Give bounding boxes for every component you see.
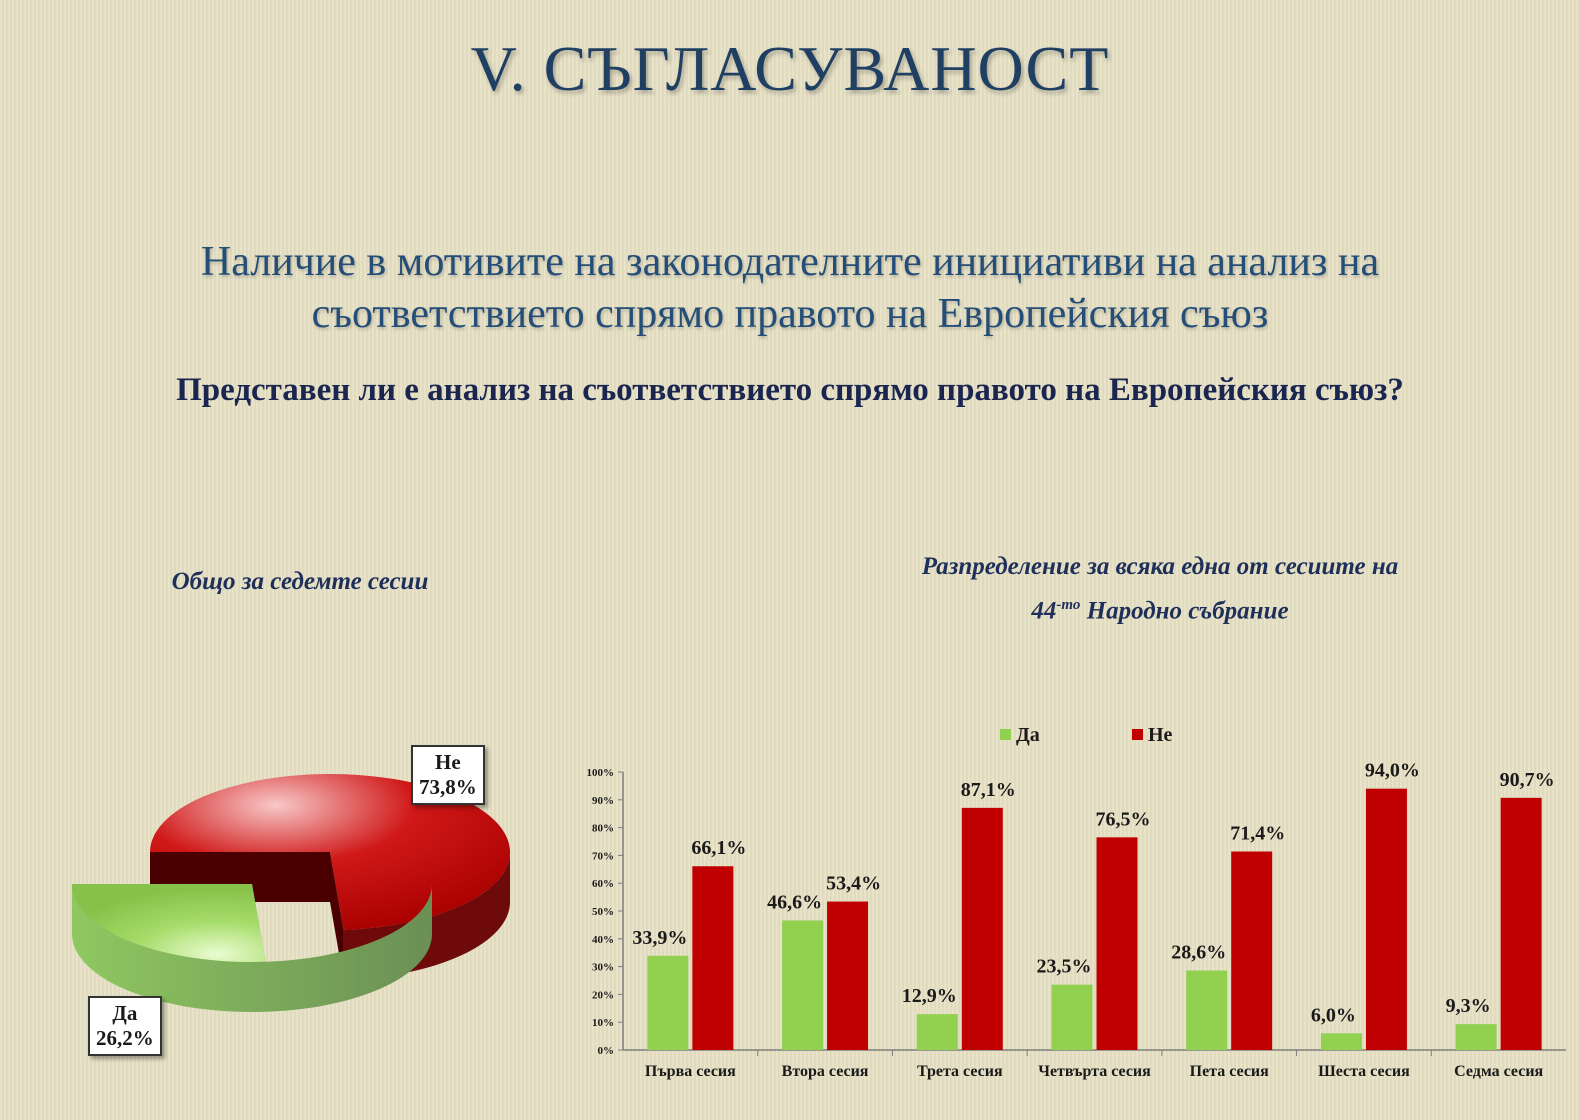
bar-no: [1096, 837, 1138, 1050]
y-tick-label: 90%: [592, 795, 614, 807]
y-tick-label: 40%: [592, 934, 614, 946]
bar-no: [692, 866, 734, 1050]
data-label-yes: 46,6%: [767, 891, 822, 913]
legend-label-no: Не: [1148, 724, 1173, 746]
data-label-yes: 12,9%: [902, 985, 957, 1007]
data-label-yes: 9,3%: [1446, 995, 1491, 1017]
bar-chart-title-line-1: Разпределение за всяка една от сесиите н…: [921, 553, 1399, 580]
assembly-number: 44: [1031, 597, 1057, 625]
data-label-no: 94,0%: [1365, 760, 1420, 782]
pie-slice-top: [72, 884, 266, 962]
y-tick-label: 60%: [592, 878, 614, 890]
x-tick-label: Втора сесия: [782, 1063, 869, 1080]
bar-yes: [1051, 984, 1093, 1050]
bar-yes: [1455, 1024, 1497, 1050]
bar-yes: [782, 920, 824, 1050]
y-tick-label: 80%: [592, 823, 614, 835]
data-label-no: 87,1%: [961, 779, 1016, 801]
subtitle-line-1: Наличие в мотивите на законодателните ин…: [200, 239, 1380, 285]
data-label-no: 71,4%: [1230, 823, 1285, 845]
x-tick-label: Шеста сесия: [1318, 1063, 1410, 1080]
pie-label-no-name: Не: [435, 750, 461, 774]
pie-chart-title: Общо за седемте сесии: [171, 568, 429, 595]
pie-slice-yes: [72, 884, 432, 1012]
bar-no: [1500, 797, 1542, 1050]
y-tick-label: 20%: [592, 989, 614, 1001]
data-label-yes: 23,5%: [1037, 956, 1092, 978]
bar-yes: [647, 955, 689, 1050]
legend-swatch-no: [1132, 729, 1143, 740]
x-tick-label: Трета сесия: [917, 1063, 1003, 1080]
data-label-no: 53,4%: [826, 873, 881, 895]
pie-label-yes: Да 26,2%: [88, 996, 162, 1056]
legend-swatch-yes: [1000, 729, 1011, 740]
pie-slice-wall: [330, 852, 344, 980]
y-tick-label: 30%: [592, 962, 614, 974]
y-tick-label: 70%: [592, 850, 614, 862]
pie-label-yes-value: 26,2%: [96, 1026, 154, 1050]
pie-label-no-value: 73,8%: [419, 775, 477, 799]
bar-yes: [1186, 970, 1228, 1050]
x-tick-label: Четвърта сесия: [1038, 1063, 1151, 1080]
bar-chart-title-rest: Народно събрание: [1080, 597, 1289, 625]
bar-no: [1365, 788, 1407, 1050]
x-tick-label: Първа сесия: [645, 1063, 736, 1080]
bar-yes: [1320, 1033, 1362, 1050]
bar-yes: [916, 1014, 958, 1050]
data-label-no: 90,7%: [1500, 769, 1555, 791]
slide-subtitle: Наличие в мотивите на законодателните ин…: [70, 236, 1510, 340]
bar-no: [961, 807, 1003, 1050]
y-tick-label: 100%: [587, 767, 615, 779]
y-tick-label: 10%: [592, 1017, 614, 1029]
pie-slice-side: [72, 884, 432, 1012]
slide-title: V. СЪГЛАСУВАНОСТ: [470, 33, 1110, 104]
assembly-number-suffix: -то: [1056, 597, 1081, 613]
bar-chart-title-line-2: 44-то Народно събрание: [860, 586, 1460, 630]
bar-chart-title: Разпределение за всяка една от сесиите н…: [860, 548, 1460, 630]
subtitle-line-2: съответствието спрямо правото на Европей…: [311, 291, 1269, 337]
x-tick-label: Седма сесия: [1454, 1063, 1543, 1080]
survey-question: Представен ли е анализ на съответствието…: [176, 372, 1404, 408]
pie-label-no: Не 73,8%: [411, 745, 485, 805]
x-tick-label: Пета сесия: [1190, 1063, 1270, 1080]
data-label-yes: 6,0%: [1311, 1004, 1356, 1026]
y-tick-label: 50%: [592, 906, 614, 918]
pie-slice-top: [150, 773, 510, 930]
legend-label-yes: Да: [1016, 724, 1040, 746]
data-label-yes: 28,6%: [1171, 941, 1226, 963]
data-label-yes: 33,9%: [632, 927, 687, 949]
bar-no: [827, 901, 869, 1050]
y-tick-label: 0%: [598, 1045, 615, 1057]
data-label-no: 66,1%: [691, 837, 746, 859]
data-label-no: 76,5%: [1096, 808, 1151, 830]
bar-no: [1231, 851, 1273, 1050]
pie-label-yes-name: Да: [112, 1001, 138, 1025]
